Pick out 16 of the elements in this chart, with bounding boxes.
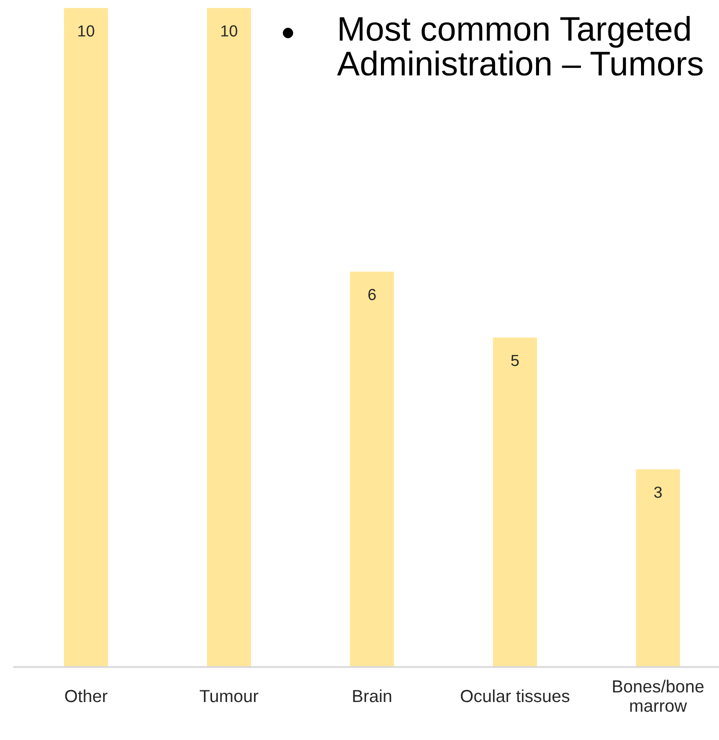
x-tick-label: Ocular tissues — [460, 689, 570, 702]
bar — [636, 469, 680, 667]
x-tick-label: Tumour — [200, 690, 258, 702]
x-tick-label: Brain — [353, 689, 392, 702]
bar — [350, 272, 394, 667]
bar — [64, 8, 108, 667]
bar — [207, 8, 251, 667]
data-label: 10 — [78, 25, 94, 37]
data-label: 3 — [654, 486, 662, 498]
x-tick-label: Bones/bone marrow — [613, 680, 704, 712]
bar — [493, 338, 537, 667]
data-label: 5 — [511, 354, 519, 366]
data-label: 6 — [368, 288, 376, 300]
data-label: 10 — [221, 25, 238, 37]
text: Most common Targeted Administration – Tumors — [337, 16, 703, 76]
x-tick-label: Other — [65, 689, 108, 702]
